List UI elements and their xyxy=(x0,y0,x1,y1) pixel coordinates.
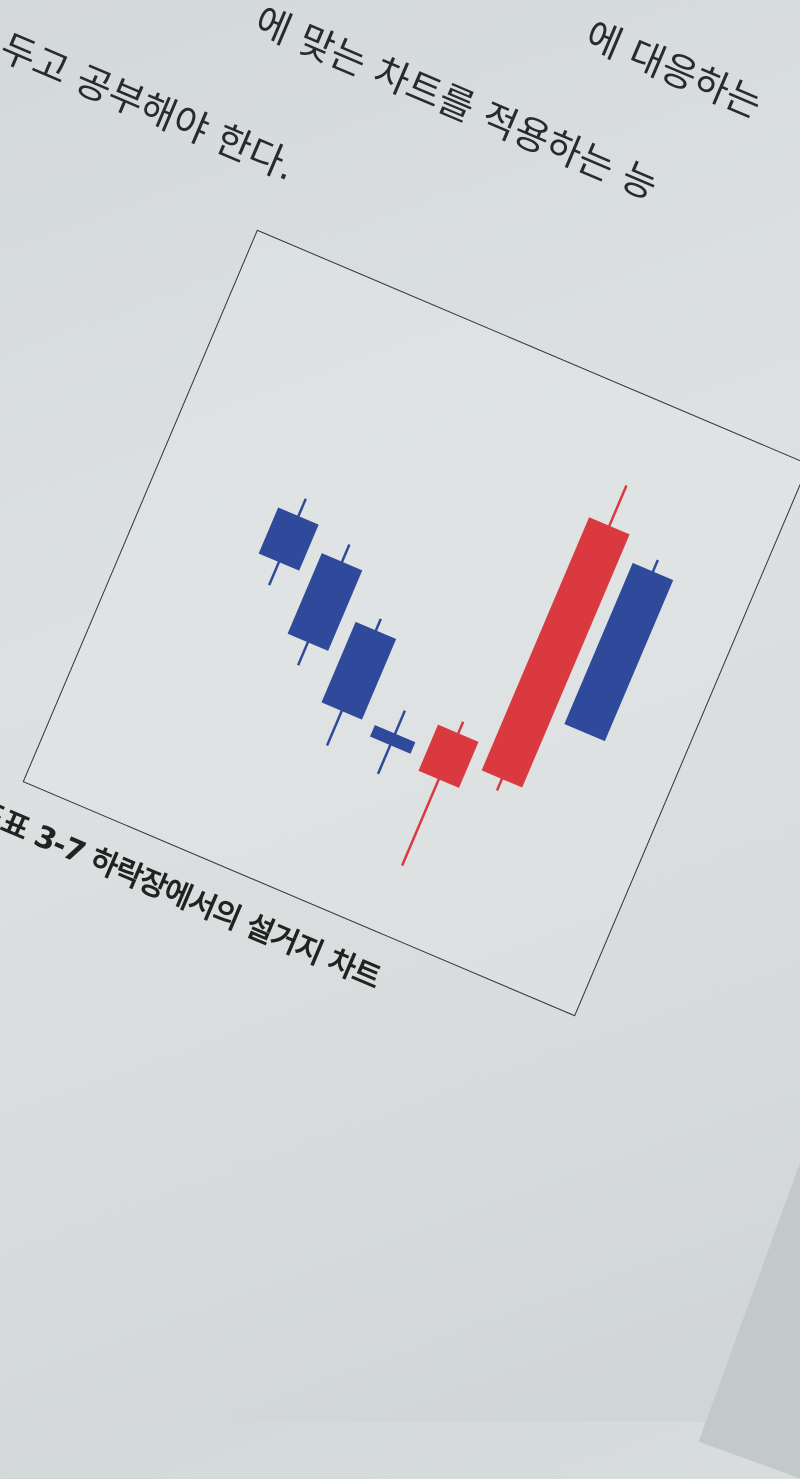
figure: 도표 3-7 하락장에서의 설거지 차트 xyxy=(0,229,800,1017)
candle-body-down xyxy=(287,553,363,651)
page-edge xyxy=(698,1140,800,1479)
candle-5 xyxy=(400,721,479,867)
candle-body-down xyxy=(564,562,674,742)
candle-body-up xyxy=(481,517,630,788)
candle-6 xyxy=(481,485,630,791)
candle-1 xyxy=(258,498,319,586)
candle-3 xyxy=(321,618,397,746)
candle-body-down xyxy=(258,507,319,571)
candle-body-up xyxy=(418,724,479,788)
candle-2 xyxy=(287,543,363,666)
candle-body-down xyxy=(321,621,397,720)
text-line-1: 에 대응하는 xyxy=(579,13,769,127)
candle-4 xyxy=(369,710,416,775)
candlestick-chart xyxy=(258,485,674,867)
candle-body-down xyxy=(369,725,416,754)
candle-7 xyxy=(564,559,674,742)
